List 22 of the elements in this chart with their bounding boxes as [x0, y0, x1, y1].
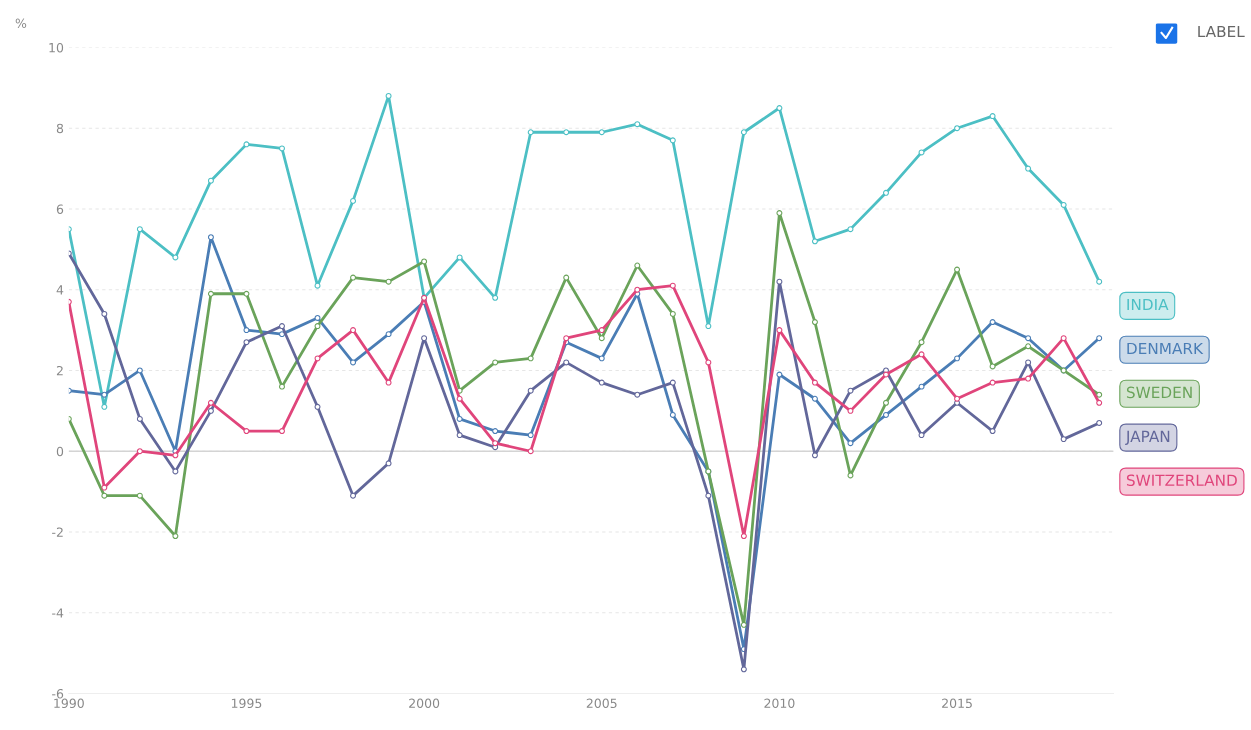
y-tick-label: 8 [56, 123, 64, 134]
x-tick-label: 1995 [231, 698, 262, 709]
y-tick-label: 2 [56, 365, 63, 376]
text: SWITZERLAND [1126, 474, 1237, 487]
text: INDIA [1127, 298, 1169, 311]
text: LABEL [1198, 25, 1245, 38]
series-label: DENMARK [1127, 342, 1204, 355]
y-tick-label: -6 [52, 688, 64, 699]
x-tick-label: 2015 [942, 698, 972, 709]
x-tick-label: 2005 [586, 698, 617, 709]
y-tick-label: 10 [49, 42, 64, 53]
x-tick-label: 2010 [764, 698, 795, 709]
y-tick-label: 0 [56, 446, 64, 457]
series-label: SWEDEN [1126, 386, 1192, 399]
y-tick-label: -4 [52, 608, 64, 618]
series-label: JAPAN [1125, 430, 1170, 445]
y-tick-label: 6 [56, 204, 64, 214]
x-tick-label: 1990 [54, 698, 84, 709]
y-tick-label: -2 [52, 527, 63, 537]
y-tick-label: 4 [56, 285, 64, 295]
y-axis-title: % [15, 18, 27, 28]
x-tick-label: 2000 [409, 698, 440, 709]
